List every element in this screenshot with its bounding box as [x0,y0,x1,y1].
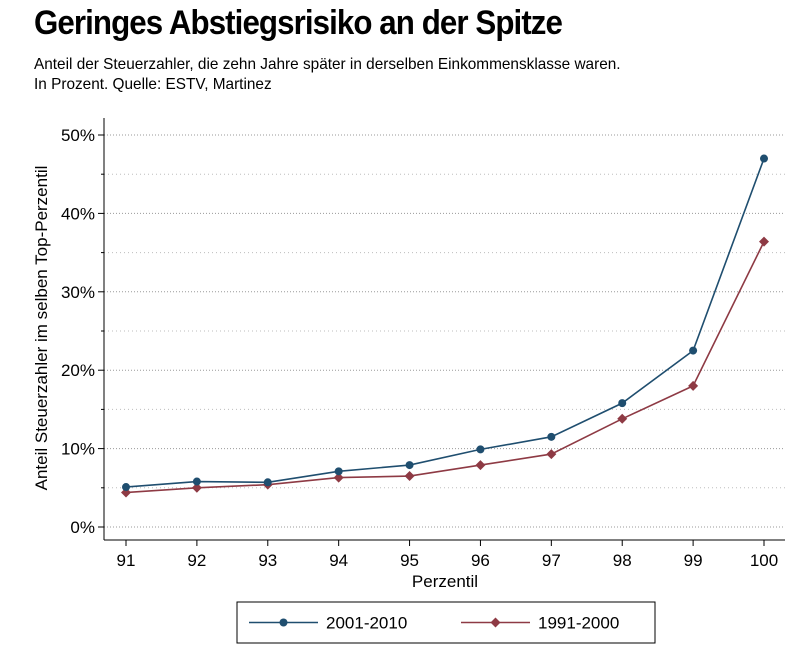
gridlines [104,134,785,528]
x-tick-label: 91 [117,551,136,570]
x-tick-label: 94 [329,551,348,570]
data-point [759,236,769,247]
y-tick-label: 20% [61,361,95,380]
legend-marker [279,618,288,627]
y-axis-title: Anteil Steuerzahler im selben Top-Perzen… [32,166,51,491]
series-line [125,158,765,488]
x-tick-label: 99 [684,551,703,570]
legend-item: 1991-2000 [461,614,619,633]
data-point [689,346,698,355]
y-tick-label: 40% [61,204,95,223]
data-point [618,399,627,408]
data-point [333,472,344,483]
y-tick-label: 0% [70,518,95,537]
x-tick-label: 97 [542,551,561,570]
y-tick-label: 30% [61,283,95,302]
data-point [192,477,201,486]
data-point [688,380,699,391]
data-point [405,461,414,470]
data-point [404,471,415,482]
x-tick-label: 96 [471,551,490,570]
series-line [125,241,765,494]
x-tick-label: 98 [613,551,632,570]
data-point [476,445,485,454]
data-point [263,478,272,487]
x-tick-label: 92 [187,551,206,570]
subtitle-line-1: Anteil der Steuerzahler, die zehn Jahre … [34,56,621,73]
legend-marker [490,617,501,628]
axes: 0% 10% 20% 30% 40% 50% 91 92 93 94 95 96 97 98 99 100 [61,118,785,570]
chart-title: Geringes Abstiegsrisiko an der Spitze [34,4,563,42]
data-point [334,467,343,476]
x-tick-label: 100 [750,551,778,570]
x-tick-label: 95 [400,551,419,570]
x-axis-title: Perzentil [412,572,478,591]
data-point [122,483,130,492]
legend: 2001-2010 1991-2000 [236,601,656,644]
y-tick-label: 50% [61,126,95,145]
series-2001-2010 [122,154,768,492]
series-group [121,154,769,498]
data-point [547,432,556,441]
x-tick-label: 93 [258,551,277,570]
data-point [617,413,628,424]
data-point [760,154,768,163]
data-point [191,482,202,493]
legend-label: 1991-2000 [538,614,619,633]
subtitle-line-2: In Prozent. Quelle: ESTV, Martinez [34,76,272,93]
legend-item: 2001-2010 [249,614,407,633]
legend-label: 2001-2010 [326,614,407,633]
data-point [475,460,486,471]
chart-subtitle: Anteil der Steuerzahler, die zehn Jahre … [34,55,645,95]
y-tick-label: 10% [61,440,95,459]
data-point [546,449,557,460]
